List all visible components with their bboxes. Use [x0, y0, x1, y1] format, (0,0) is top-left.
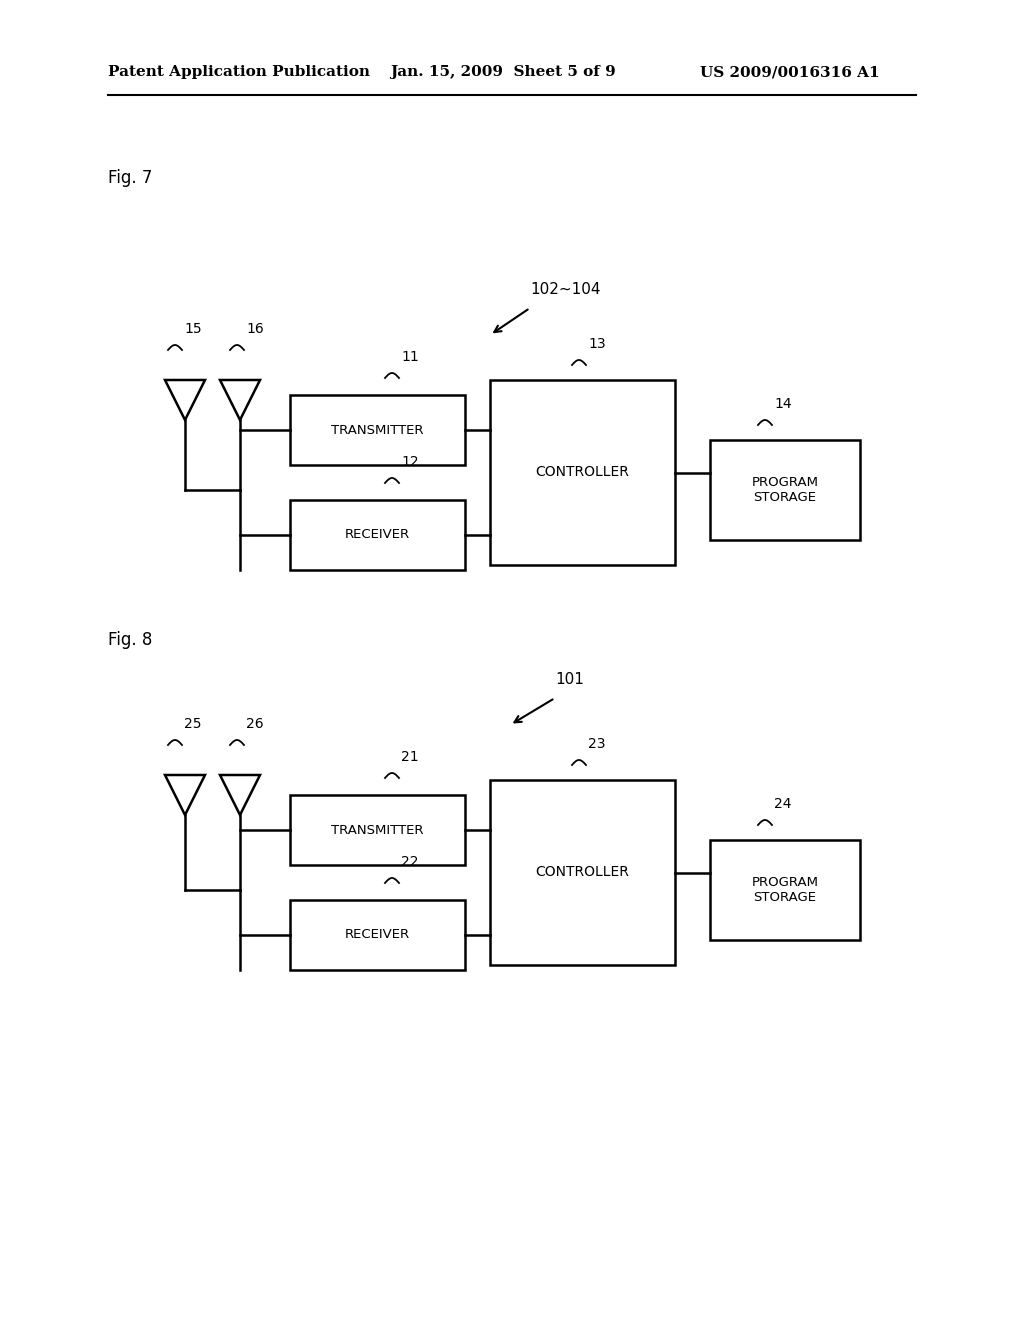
Text: TRANSMITTER: TRANSMITTER — [331, 424, 424, 437]
Text: 14: 14 — [774, 397, 792, 411]
Text: 15: 15 — [184, 322, 202, 337]
Text: PROGRAM
STORAGE: PROGRAM STORAGE — [752, 477, 818, 504]
Bar — [710, 840, 860, 940]
Text: RECEIVER: RECEIVER — [345, 528, 410, 541]
Text: 22: 22 — [401, 855, 419, 869]
Text: Jan. 15, 2009  Sheet 5 of 9: Jan. 15, 2009 Sheet 5 of 9 — [390, 65, 615, 79]
Text: PROGRAM
STORAGE: PROGRAM STORAGE — [752, 876, 818, 904]
Text: TRANSMITTER: TRANSMITTER — [331, 824, 424, 837]
Text: 13: 13 — [588, 337, 605, 351]
Text: 21: 21 — [401, 750, 419, 764]
Text: CONTROLLER: CONTROLLER — [536, 866, 630, 879]
Text: 11: 11 — [401, 350, 419, 364]
Bar — [290, 795, 465, 865]
Text: 26: 26 — [246, 717, 263, 731]
Text: 25: 25 — [184, 717, 202, 731]
Text: CONTROLLER: CONTROLLER — [536, 466, 630, 479]
Text: 16: 16 — [246, 322, 264, 337]
Bar — [290, 395, 465, 465]
Bar — [710, 440, 860, 540]
Text: Fig. 7: Fig. 7 — [108, 169, 153, 187]
Text: 101: 101 — [555, 672, 584, 688]
Bar — [290, 500, 465, 570]
Bar — [290, 900, 465, 970]
Text: 24: 24 — [774, 797, 792, 810]
Text: 102~104: 102~104 — [530, 282, 600, 297]
Text: US 2009/0016316 A1: US 2009/0016316 A1 — [700, 65, 880, 79]
Text: Fig. 8: Fig. 8 — [108, 631, 153, 649]
Bar — [490, 780, 675, 965]
Text: 23: 23 — [588, 737, 605, 751]
Text: RECEIVER: RECEIVER — [345, 928, 410, 941]
Text: 12: 12 — [401, 455, 419, 469]
Bar — [490, 380, 675, 565]
Text: Patent Application Publication: Patent Application Publication — [108, 65, 370, 79]
